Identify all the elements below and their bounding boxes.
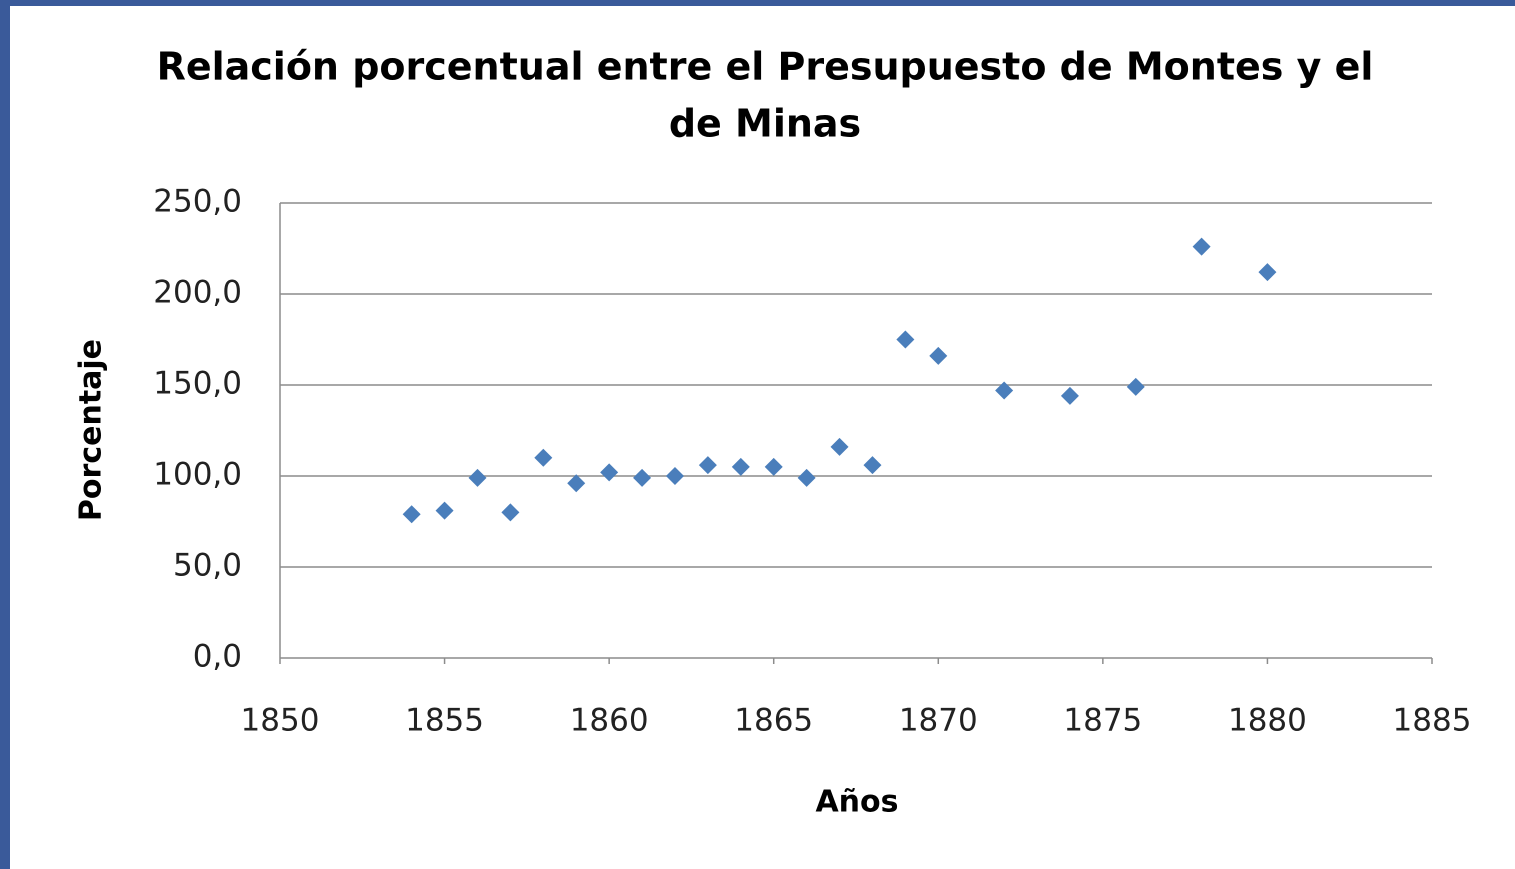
point bbox=[731, 457, 750, 476]
point bbox=[1192, 237, 1211, 256]
chart-title: Relación porcentual entre el Presupuesto… bbox=[157, 45, 1374, 89]
x-tick-label: 1860 bbox=[570, 703, 649, 739]
y-tick-label: 250,0 bbox=[153, 184, 242, 220]
y-tick-label: 50,0 bbox=[173, 548, 242, 584]
point bbox=[698, 456, 717, 475]
x-tick-label: 1870 bbox=[899, 703, 978, 739]
x-axis-title: Años bbox=[815, 785, 898, 820]
point bbox=[1060, 386, 1079, 405]
point bbox=[995, 381, 1014, 400]
y-tick-label: 100,0 bbox=[153, 457, 242, 493]
x-tick-label: 1850 bbox=[241, 703, 320, 739]
point bbox=[764, 457, 783, 476]
point bbox=[830, 437, 849, 456]
frame bbox=[10, 6, 1515, 869]
x-tick-label: 1885 bbox=[1393, 703, 1472, 739]
point bbox=[797, 468, 816, 487]
point bbox=[665, 467, 684, 485]
point bbox=[1258, 263, 1277, 282]
y-tick-label: 150,0 bbox=[153, 366, 242, 402]
y-axis-title: Porcentaje bbox=[74, 339, 109, 521]
point bbox=[468, 468, 487, 487]
point bbox=[435, 501, 454, 520]
point bbox=[1126, 377, 1145, 396]
x-tick-label: 1880 bbox=[1228, 703, 1307, 739]
point bbox=[600, 463, 619, 482]
point bbox=[567, 474, 586, 493]
x-tick-label: 1875 bbox=[1063, 703, 1142, 739]
x-tick-label: 1865 bbox=[734, 703, 813, 739]
point bbox=[929, 346, 948, 365]
chart-title: de Minas bbox=[669, 102, 861, 146]
y-tick-label: 200,0 bbox=[153, 275, 242, 311]
point bbox=[896, 330, 915, 349]
point bbox=[501, 503, 520, 522]
x-tick-label: 1855 bbox=[405, 703, 484, 739]
point bbox=[534, 448, 553, 467]
point bbox=[863, 456, 882, 475]
y-tick-label: 0,0 bbox=[193, 639, 242, 675]
point bbox=[633, 468, 652, 487]
point bbox=[402, 505, 421, 524]
